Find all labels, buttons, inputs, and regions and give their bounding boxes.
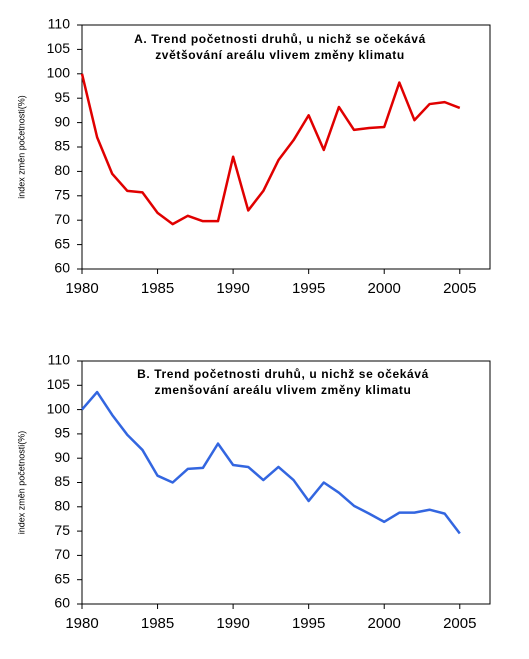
x-tick-label: 1990	[216, 280, 249, 297]
y-tick-label: 60	[54, 260, 70, 276]
x-tick-label: 1980	[65, 615, 98, 632]
data-line	[81, 390, 461, 535]
y-tick-label: 90	[54, 449, 70, 465]
x-tick-label: 1985	[141, 615, 174, 632]
x-tick-label: 1985	[141, 280, 174, 297]
y-tick-label: 70	[54, 546, 70, 562]
y-tick-label: 65	[54, 235, 70, 251]
chart-title: A. Trend početnosti druhů, u nichž se oč…	[134, 32, 426, 46]
x-tick-label: 2005	[443, 615, 476, 632]
x-tick-label: 1990	[216, 615, 249, 632]
x-tick-label: 2005	[443, 280, 476, 297]
data-line	[80, 73, 461, 226]
y-tick-label: 70	[54, 211, 70, 227]
y-tick-label: 100	[47, 400, 71, 416]
x-tick-label: 1995	[292, 280, 325, 297]
y-tick-label: 105	[47, 40, 71, 56]
y-axis-label: index změn početnosti(%)	[16, 95, 26, 199]
chart-title: zvětšování areálu vlivem změny klimatu	[155, 48, 405, 62]
x-tick-label: 2000	[368, 280, 401, 297]
y-tick-label: 95	[54, 425, 70, 441]
y-tick-label: 110	[48, 16, 71, 32]
y-tick-label: 105	[47, 376, 71, 392]
y-tick-label: 95	[54, 89, 70, 105]
y-tick-label: 65	[54, 570, 70, 586]
chart-title: B. Trend početnosti druhů, u nichž se oč…	[137, 367, 429, 381]
x-tick-label: 2000	[368, 615, 401, 632]
y-tick-label: 100	[47, 65, 71, 81]
y-tick-label: 90	[54, 113, 70, 129]
y-tick-label: 60	[54, 595, 70, 611]
chart-title: zmenšování areálu vlivem změny klimatu	[155, 383, 412, 397]
y-tick-label: 85	[54, 138, 70, 154]
y-tick-label: 80	[54, 498, 70, 514]
y-tick-label: 85	[54, 473, 70, 489]
y-axis-label: index změn početnosti(%)	[16, 431, 26, 535]
y-tick-label: 75	[54, 187, 70, 203]
y-tick-label: 75	[54, 522, 70, 538]
x-tick-label: 1980	[65, 280, 98, 297]
y-tick-label: 110	[48, 352, 71, 368]
plot-frame	[81, 360, 491, 605]
y-tick-label: 80	[54, 162, 70, 178]
x-tick-label: 1995	[292, 615, 325, 632]
